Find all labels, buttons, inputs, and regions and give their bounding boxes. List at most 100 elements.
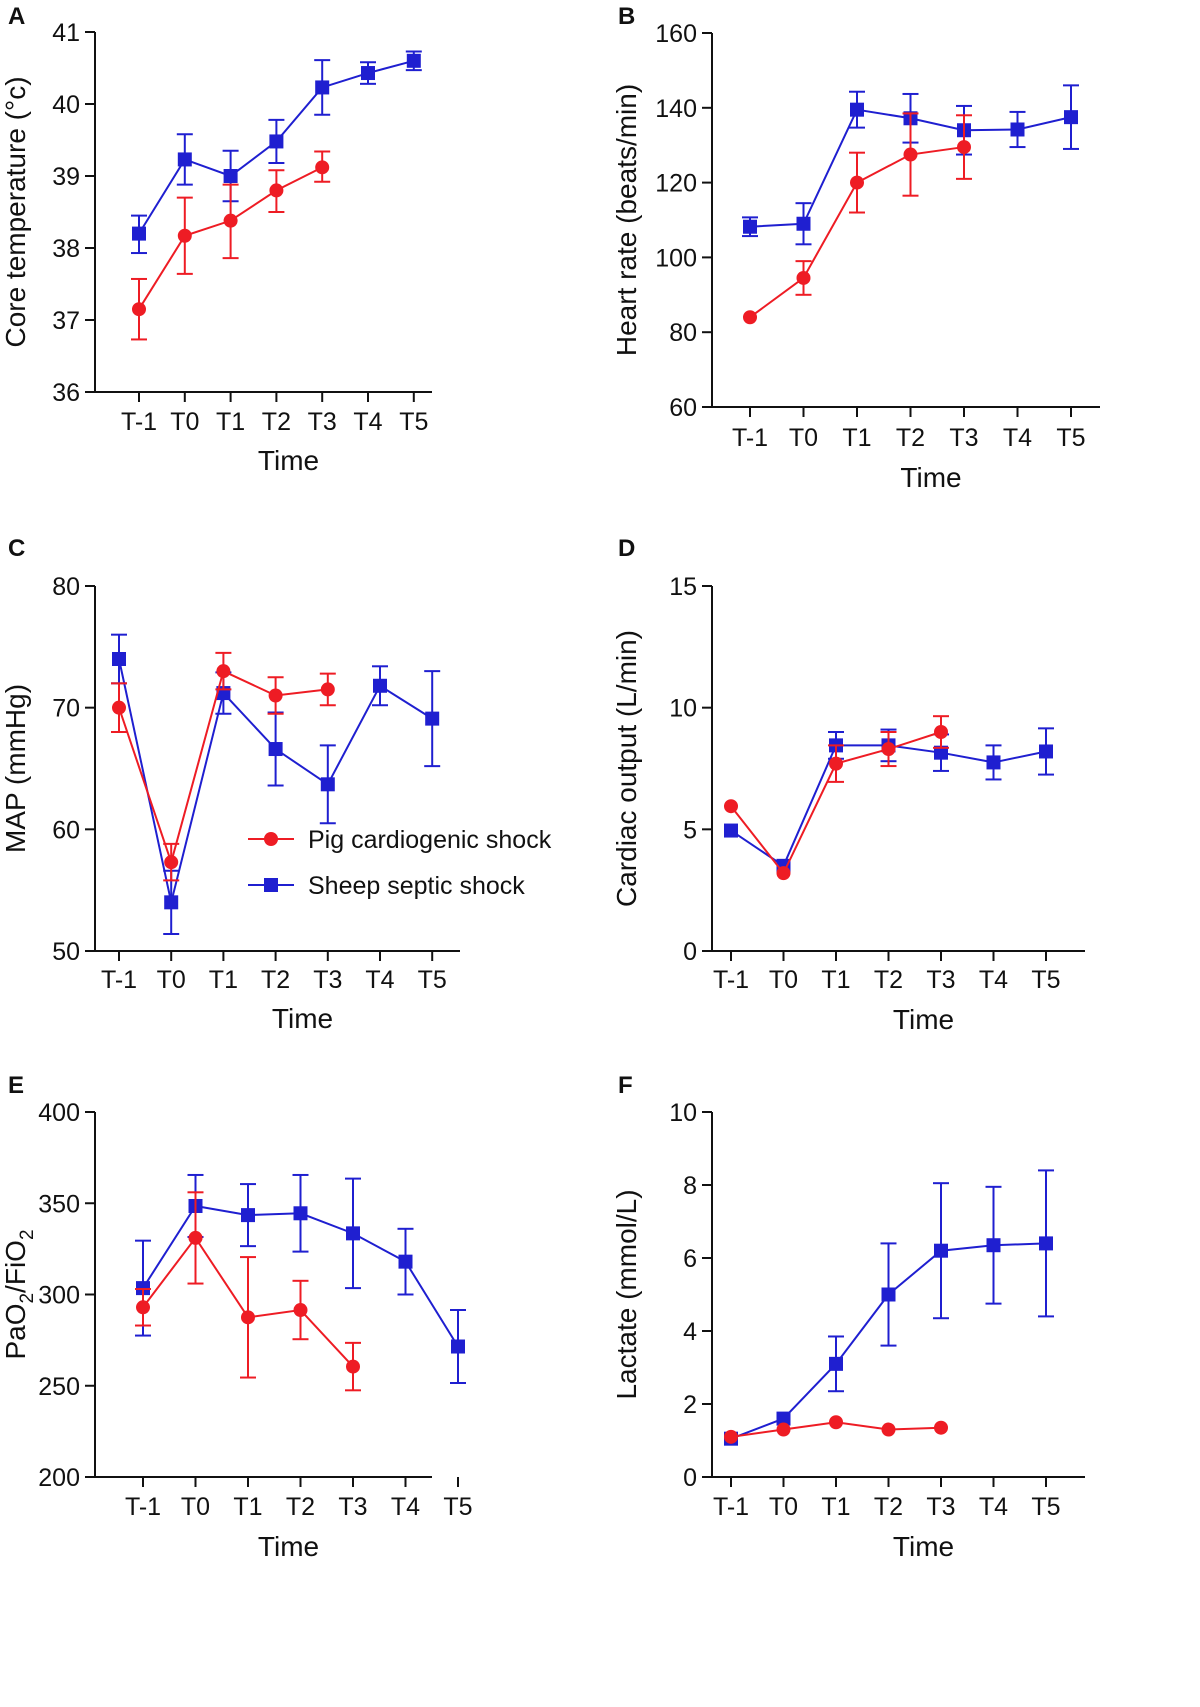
x-tick-label: T1 bbox=[209, 966, 238, 994]
x-tick-label: T3 bbox=[313, 966, 342, 994]
series-sheep bbox=[135, 1173, 466, 1385]
data-point bbox=[724, 799, 738, 814]
data-point bbox=[315, 160, 330, 175]
panel-letter: D bbox=[618, 535, 635, 562]
panel-letter: B bbox=[618, 3, 635, 30]
chart-panel-b: B 60 80 100 120 140 160 T-1 T0 T1 T2 T3 T4 T5 Time Hear… bbox=[611, 3, 1100, 493]
y-tick-label: 37 bbox=[52, 307, 80, 335]
x-tick-label: T5 bbox=[1031, 1493, 1060, 1521]
x-tick-label: T-1 bbox=[713, 1493, 749, 1521]
data-point bbox=[796, 270, 811, 285]
y-tick-label: 41 bbox=[52, 19, 80, 47]
x-tick-label: T0 bbox=[789, 424, 818, 452]
data-point bbox=[776, 1411, 791, 1426]
data-point bbox=[269, 134, 284, 149]
x-tick-label: T1 bbox=[233, 1493, 262, 1521]
x-axis-title: Time bbox=[258, 445, 319, 476]
data-point bbox=[829, 1415, 843, 1430]
x-tick-label: T2 bbox=[874, 1493, 903, 1521]
x-tick-label: T5 bbox=[399, 408, 428, 436]
y-tick-label: 50 bbox=[52, 938, 80, 966]
data-point bbox=[934, 1243, 948, 1258]
data-point bbox=[881, 1422, 896, 1437]
data-point bbox=[398, 1254, 413, 1269]
data-point bbox=[293, 1206, 308, 1221]
x-tick-label: T5 bbox=[1031, 966, 1060, 994]
y-tick-label: 0 bbox=[683, 938, 697, 966]
data-point bbox=[829, 1356, 843, 1371]
y-tick-label: 60 bbox=[52, 816, 80, 844]
x-tick-label: T2 bbox=[262, 408, 291, 436]
y-tick-label: 80 bbox=[669, 319, 697, 347]
data-point bbox=[164, 855, 179, 870]
data-point bbox=[850, 175, 864, 190]
y-tick-label: 10 bbox=[669, 1099, 697, 1127]
data-point bbox=[776, 866, 791, 881]
y-axis-title: Heart rate (beats/min) bbox=[611, 84, 642, 356]
y-axis-title: Lactate (mmol/L) bbox=[611, 1189, 642, 1399]
data-point bbox=[850, 102, 864, 117]
series-pig bbox=[111, 651, 336, 882]
y-tick-label: 350 bbox=[38, 1190, 80, 1218]
y-tick-label: 70 bbox=[52, 695, 80, 723]
x-tick-label: T-1 bbox=[125, 1493, 161, 1521]
data-point bbox=[957, 140, 971, 155]
data-point bbox=[724, 823, 738, 838]
series-pig bbox=[131, 150, 331, 341]
x-tick-label: T1 bbox=[842, 424, 871, 452]
x-tick-label: T0 bbox=[769, 966, 798, 994]
x-tick-label: T0 bbox=[170, 408, 199, 436]
data-point bbox=[268, 688, 283, 703]
y-tick-label: 400 bbox=[38, 1099, 80, 1127]
y-tick-label: 160 bbox=[655, 20, 697, 48]
data-point bbox=[320, 682, 335, 697]
x-tick-label: T4 bbox=[1003, 424, 1032, 452]
data-point bbox=[881, 1287, 896, 1302]
chart-panel-c: C 50 60 70 80 T-1 T0 T1 T2 T3 T4 T5 Time MAP (mmHg) bbox=[0, 535, 460, 1034]
x-tick-label: T-1 bbox=[732, 424, 768, 452]
y-tick-label: 8 bbox=[683, 1172, 697, 1200]
y-tick-label: 0 bbox=[683, 1464, 697, 1492]
x-axis-title: Time bbox=[272, 1003, 333, 1034]
data-point bbox=[724, 1429, 738, 1444]
data-point bbox=[1039, 1236, 1053, 1251]
data-point bbox=[241, 1310, 255, 1325]
x-tick-label: T4 bbox=[353, 408, 382, 436]
data-point bbox=[903, 147, 918, 162]
data-point bbox=[881, 742, 896, 757]
data-point bbox=[829, 756, 843, 771]
x-tick-label: T1 bbox=[216, 408, 245, 436]
data-point bbox=[1064, 110, 1078, 125]
data-point bbox=[346, 1359, 360, 1374]
x-tick-label: T1 bbox=[821, 966, 850, 994]
data-point bbox=[361, 66, 375, 81]
y-axis-title-part: 2 bbox=[17, 1293, 38, 1304]
x-tick-label: T3 bbox=[926, 1493, 955, 1521]
y-tick-label: 36 bbox=[52, 379, 80, 407]
panel-letter: A bbox=[8, 3, 25, 30]
y-tick-label: 6 bbox=[683, 1245, 697, 1273]
x-axis-title: Time bbox=[900, 462, 961, 493]
x-tick-label: T3 bbox=[949, 424, 978, 452]
data-point bbox=[1010, 122, 1025, 137]
series-sheep bbox=[724, 1169, 1054, 1446]
y-tick-label: 2 bbox=[683, 1391, 697, 1419]
y-axis-title-part: PaO bbox=[0, 1304, 31, 1360]
data-point bbox=[269, 183, 284, 198]
series-sheep bbox=[111, 633, 441, 935]
x-tick-label: T0 bbox=[769, 1493, 798, 1521]
y-tick-label: 39 bbox=[52, 163, 80, 191]
x-tick-label: T3 bbox=[926, 966, 955, 994]
panel-letter: C bbox=[8, 535, 25, 562]
legend-item-sheep: Sheep septic shock bbox=[248, 872, 525, 900]
x-tick-label: T5 bbox=[443, 1493, 472, 1521]
y-tick-label: 40 bbox=[52, 91, 80, 119]
data-point bbox=[1039, 744, 1053, 759]
x-tick-label: T2 bbox=[286, 1493, 315, 1521]
series-pig bbox=[135, 1191, 361, 1392]
x-tick-label: T3 bbox=[308, 408, 337, 436]
data-point bbox=[373, 678, 387, 693]
data-point bbox=[293, 1303, 308, 1318]
y-axis-title-part: /FiO bbox=[0, 1240, 31, 1293]
data-point bbox=[136, 1300, 150, 1315]
